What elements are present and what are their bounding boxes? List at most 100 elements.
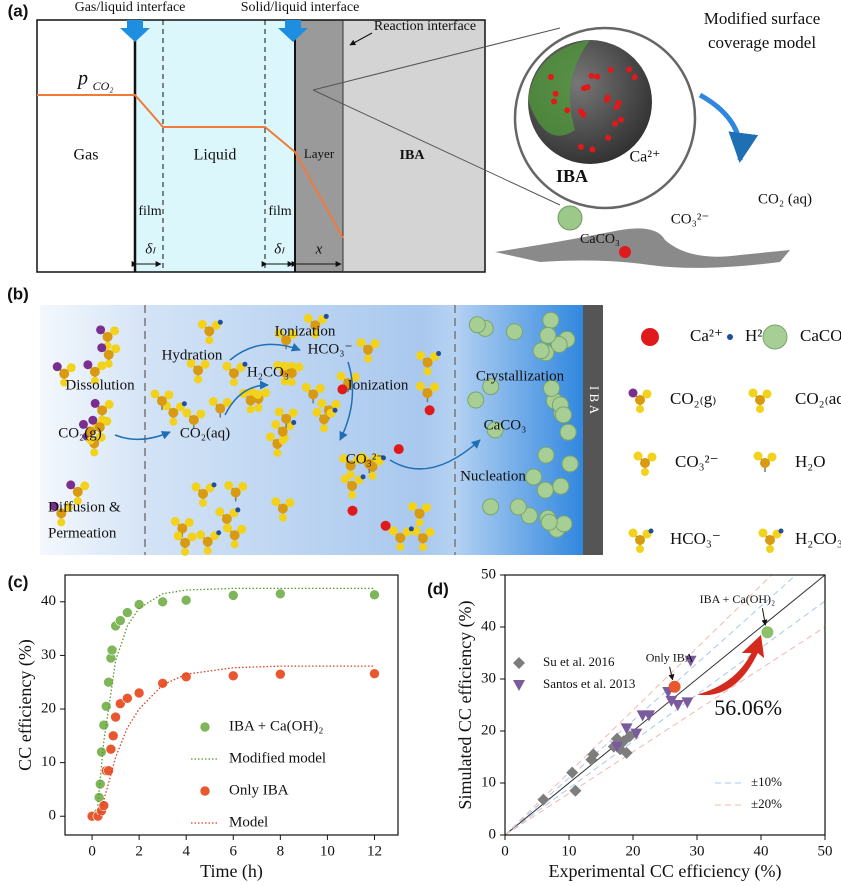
point [569,784,582,797]
point [275,588,286,600]
atom [748,388,758,398]
atom [416,351,426,361]
y-axis-title: CC efficiency (%) [15,639,36,771]
label: Modified surface [704,9,821,28]
y-tick-label: 30 [481,670,496,686]
atom [422,357,433,368]
label: Hydration [162,347,223,363]
process-arrow [114,431,171,441]
label: Diffusion & [48,499,121,515]
legend-label: ±10% [751,774,782,789]
atom [356,338,366,348]
atom [336,371,346,381]
atom [150,389,160,399]
atom [778,528,784,534]
point [227,670,239,682]
point [611,741,623,753]
x-tick-label: 0 [501,843,509,859]
caco3 [543,379,561,397]
atom [277,503,288,514]
atom [271,497,281,507]
atom [72,486,83,497]
atom [312,407,322,417]
label: CO₂(aq) [180,425,230,441]
atom [285,498,295,508]
model-line [98,665,375,817]
label: CO₃²⁻ [671,211,709,227]
label: film [268,204,291,219]
point [630,728,643,740]
point [620,746,633,759]
atom [164,390,174,400]
x-axis-title: Experimental CC efficiency (%) [548,861,781,882]
atom [320,424,329,433]
atom [347,480,358,491]
caco3 [468,316,486,334]
calcium-site [617,116,624,123]
atom [291,420,297,426]
atom [310,320,321,331]
molecule [301,382,325,404]
y-tick-label: 50 [481,566,496,582]
atom [245,395,256,406]
atom [90,376,99,385]
atom [648,528,654,534]
atom [260,388,270,398]
point [275,668,286,680]
atom [237,524,247,534]
atom [311,330,320,339]
caco3 [550,336,568,354]
x-tick-label: 20 [626,843,641,859]
ca-ion [393,444,404,455]
point [103,676,114,688]
atom [277,426,288,437]
atom [222,398,232,408]
molecule [96,325,120,350]
atom [156,395,167,406]
atom [760,458,770,468]
y-tick-label: 20 [41,700,56,716]
molecule [633,451,657,476]
label: I B A [587,386,602,415]
annotation: IBA + Ca(OH)₂ [700,592,776,606]
atom [294,362,304,372]
molecule [223,523,247,549]
molecule [416,351,442,376]
point [620,723,633,735]
caco3 [539,326,557,344]
point [103,765,114,776]
legend-label: HCO₃⁻ [670,529,721,548]
molecule [83,360,107,385]
atom [635,535,645,545]
calcium-site [604,94,611,101]
atom [63,502,73,512]
atom [57,518,66,527]
annotation: Only IBA [646,651,694,665]
atom [90,448,99,457]
molecule [197,319,223,345]
point [537,793,550,806]
label: IBA [556,166,588,186]
atom [273,448,282,457]
molecule [415,381,439,403]
label: δₗ [274,241,285,257]
atom [628,388,638,398]
process-arrow [339,361,354,441]
point [369,668,380,679]
atom [339,454,349,464]
caco3 [520,507,538,525]
molecule [161,401,187,426]
atom [56,508,67,519]
molecule [408,502,432,527]
plot-frame [504,574,826,836]
atom [202,536,213,547]
y-tick-label: 40 [481,618,496,634]
atom [196,530,206,540]
atom [408,526,414,532]
point [643,710,655,722]
caco3 [557,205,583,231]
caco3 [537,446,555,464]
atom [173,531,183,541]
caco3 [536,481,554,499]
atom [228,368,239,379]
